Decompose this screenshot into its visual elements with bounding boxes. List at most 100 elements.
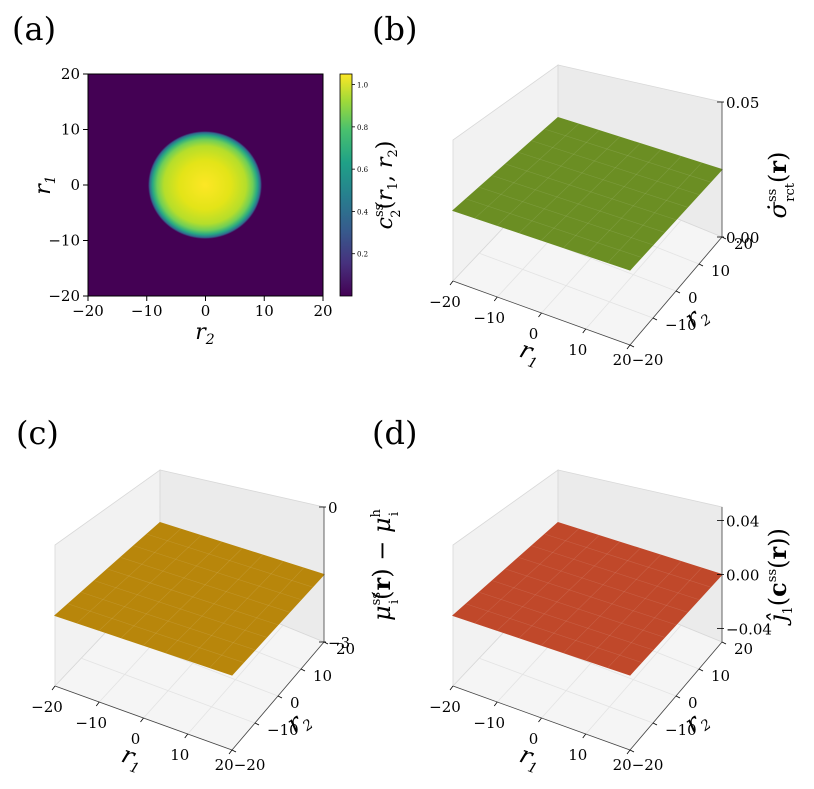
z-tick-label: 0.05 xyxy=(726,94,759,112)
y-tick xyxy=(721,641,727,645)
x-axis-label: r1 xyxy=(515,335,545,372)
surface-mesh-line xyxy=(466,198,642,258)
y-tick-label: 0 xyxy=(688,289,698,307)
surface-mesh-line xyxy=(466,603,642,663)
x-tick-label: −20 xyxy=(429,698,461,716)
y-tick xyxy=(231,749,237,753)
surface-mesh-line xyxy=(505,568,677,626)
x-tick xyxy=(493,701,498,707)
x-tick xyxy=(140,717,144,723)
z-tick-label: 0 xyxy=(328,499,338,517)
surface-mesh-line xyxy=(492,175,665,233)
y-tick-label: −20 xyxy=(48,287,80,305)
z-tick-label: 0.00 xyxy=(726,229,759,247)
surface-mesh-line xyxy=(492,580,665,638)
y-tick-label: −10 xyxy=(48,232,80,250)
y-tick-label: 10 xyxy=(61,121,80,139)
y-tick xyxy=(652,722,658,726)
y-tick xyxy=(277,695,283,699)
y-tick-label: −10 xyxy=(267,721,299,739)
x-tick-label: 10 xyxy=(255,302,274,320)
surface-mesh-line xyxy=(519,136,620,234)
surface-mesh-line xyxy=(563,149,661,248)
y-tick-label: 0 xyxy=(688,694,698,712)
x-tick xyxy=(582,733,587,739)
corner-tick-label: 20−20 xyxy=(215,756,266,774)
x-tick-label: −10 xyxy=(473,714,505,732)
y-tick-label: 10 xyxy=(313,667,332,685)
y-tick-label: 20 xyxy=(61,65,80,83)
surface-mesh-line xyxy=(519,541,620,639)
panel-b-z-label: σ̇ss rct(r) xyxy=(763,152,798,219)
y-tick xyxy=(698,668,704,672)
surface-mesh-line xyxy=(121,541,222,639)
y-tick xyxy=(675,695,681,699)
y-tick xyxy=(629,344,635,348)
surface-mesh-line xyxy=(497,535,600,631)
heatmap-disk xyxy=(148,131,262,239)
x-tick-label: 0 xyxy=(201,302,211,320)
x-tick-label: 10 xyxy=(568,341,587,359)
surface-mesh-line xyxy=(165,554,263,653)
colorbar-tick-label: 0.8 xyxy=(357,124,368,132)
surface-mesh-line xyxy=(120,557,290,613)
heatmap-x-ticks: −20 −10 0 10 20 xyxy=(72,296,333,320)
x-tick-label: −10 xyxy=(473,309,505,327)
x-tick xyxy=(626,749,631,755)
y-tick-label: 20 xyxy=(734,640,753,658)
surface-mesh-line xyxy=(541,548,641,646)
surface-mesh-line xyxy=(81,591,256,651)
z-tick-label: −0.04 xyxy=(726,621,772,639)
panel-label-c: (c) xyxy=(16,414,59,452)
panel-d-z-label: ĵ1(css(r)) xyxy=(763,528,796,626)
panel-label-b: (b) xyxy=(372,10,417,48)
surface-mesh-line xyxy=(479,591,654,651)
x-tick-label: −10 xyxy=(131,302,163,320)
y-tick-label: 0 xyxy=(290,694,300,712)
x-tick xyxy=(538,717,542,723)
panel-label-d: (d) xyxy=(372,414,417,452)
surface-mesh-line xyxy=(544,533,711,588)
y-tick-label: 10 xyxy=(711,667,730,685)
y-tick xyxy=(300,668,306,672)
x-tick-label: −10 xyxy=(75,714,107,732)
surface-mesh-line xyxy=(99,535,202,631)
colorbar-label: css 2(r1, r2) xyxy=(372,141,404,230)
surface-mesh-line xyxy=(107,568,279,626)
x-tick-label: 20 xyxy=(313,302,332,320)
y-tick-label: −10 xyxy=(665,721,697,739)
x-tick xyxy=(449,280,454,286)
corner-tick-label: 20−20 xyxy=(613,351,664,369)
colorbar-tick-label: 1.0 xyxy=(357,82,368,90)
y-tick xyxy=(254,722,260,726)
corner-tick-label: 20−20 xyxy=(613,756,664,774)
x-tick xyxy=(184,733,189,739)
x-tick-label: 0 xyxy=(529,730,539,748)
colorbar-tick-label: 0.2 xyxy=(357,251,368,259)
y-tick xyxy=(675,290,681,294)
y-tick-label: 20 xyxy=(336,640,355,658)
surface-mesh-line xyxy=(474,123,579,219)
surface-mesh-line xyxy=(143,548,243,646)
z-tick-label: 0.04 xyxy=(726,513,759,531)
x-tick xyxy=(538,312,542,318)
x-tick xyxy=(582,328,587,334)
x-tick xyxy=(626,344,631,350)
surface-mesh-line xyxy=(531,545,700,600)
surface-mesh-line xyxy=(607,162,702,263)
surface-mesh-line xyxy=(209,567,304,668)
surface-mesh-line xyxy=(563,554,661,653)
heatmap-y-label: r1 xyxy=(31,175,59,194)
y-tick-label: 10 xyxy=(711,262,730,280)
surface-mesh-line xyxy=(146,533,313,588)
panel-label-a: (a) xyxy=(12,10,56,48)
x-axis-label: r1 xyxy=(117,740,147,777)
floor-grid-line xyxy=(585,219,682,330)
x-tick-label: −20 xyxy=(72,302,104,320)
x-axis-label: r1 xyxy=(515,740,545,777)
surface-mesh-line xyxy=(76,528,181,624)
surface-mesh-line xyxy=(585,561,682,661)
